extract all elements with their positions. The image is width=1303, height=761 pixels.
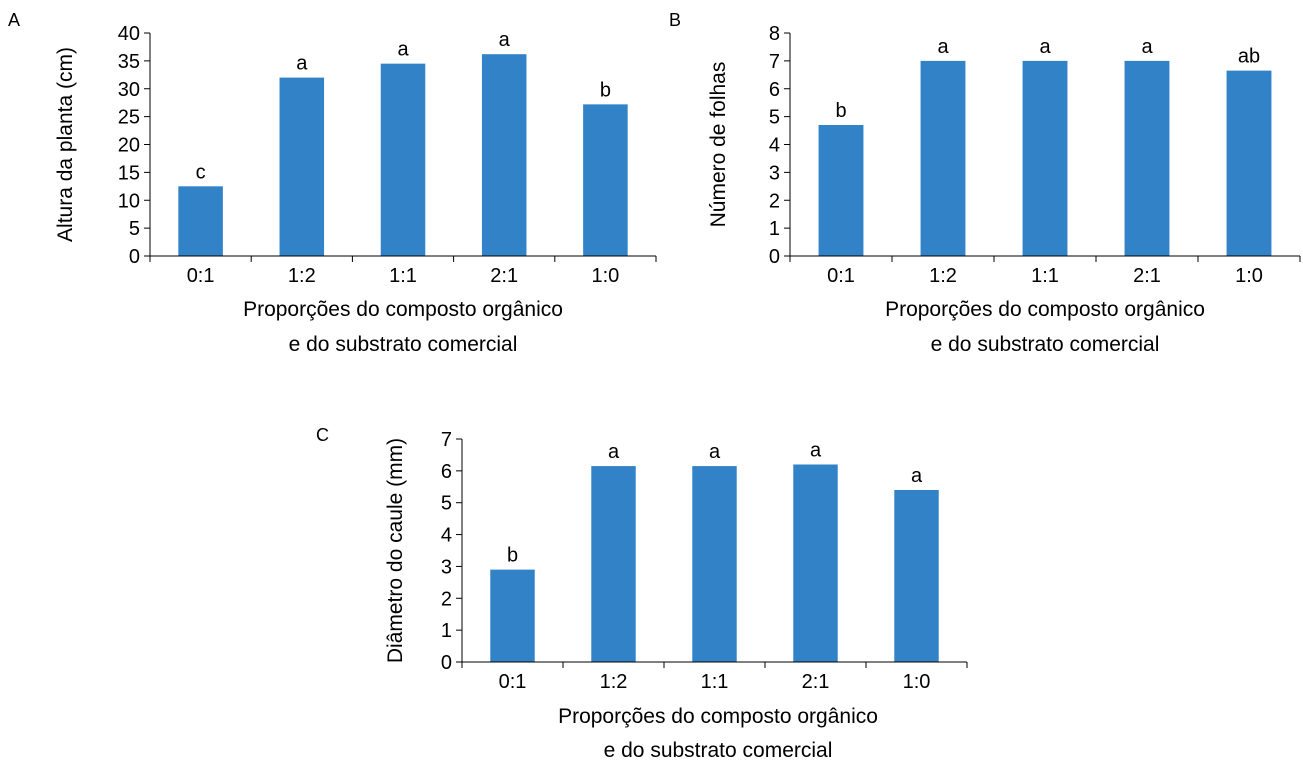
panel-c-bar bbox=[793, 464, 838, 662]
panel-b-y-tick-label: 3 bbox=[769, 162, 780, 184]
panel-b-x-axis-title-line: Proporções do composto orgânico bbox=[885, 298, 1205, 321]
panel-b-x-tick-label: 1:2 bbox=[929, 265, 957, 287]
panel-a-x-tick-label: 1:2 bbox=[288, 265, 316, 287]
panel-a-bar bbox=[279, 77, 325, 256]
panel-a-y-tick-label: 30 bbox=[118, 79, 140, 101]
panel-c-letter: C bbox=[316, 425, 329, 445]
panel-b-letter: B bbox=[669, 10, 681, 30]
panel-c-bar bbox=[692, 466, 737, 662]
panel-a-bar bbox=[178, 186, 223, 256]
panel-a-y-tick-label: 15 bbox=[118, 162, 140, 184]
panel-b-significance-label: b bbox=[835, 100, 846, 122]
panel-b-y-tick-label: 7 bbox=[769, 51, 780, 73]
panel-b-bar bbox=[818, 124, 864, 256]
panel-b-bar bbox=[1124, 60, 1170, 256]
panel-b-y-tick-label: 2 bbox=[769, 190, 780, 212]
panel-b-x-tick-label: 1:1 bbox=[1031, 265, 1059, 287]
panel-b-y-tick-label: 1 bbox=[769, 218, 780, 240]
panel-c-x-axis-title-line: Proporções do composto orgânico bbox=[558, 705, 878, 728]
panel-b-x-tick-label: 2:1 bbox=[1133, 265, 1161, 287]
panel-a-y-tick-label: 0 bbox=[129, 246, 140, 268]
panel-c-y-tick-label: 6 bbox=[441, 461, 452, 483]
panel-a-significance-label: a bbox=[397, 39, 409, 61]
panel-a-x-axis-title-line: Proporções do composto orgânico bbox=[243, 298, 563, 321]
panel-b-bar bbox=[1226, 70, 1272, 256]
panel-c-x-axis-title-line: e do substrato comercial bbox=[604, 739, 833, 761]
panel-b-significance-label: a bbox=[1039, 36, 1051, 58]
panel-c-significance-label: a bbox=[709, 441, 721, 463]
panel-c-significance-label: a bbox=[608, 441, 620, 463]
panel-b-y-tick-label: 5 bbox=[769, 107, 780, 129]
panel-a-x-tick-label: 2:1 bbox=[490, 265, 518, 287]
panel-a-y-tick-label: 35 bbox=[118, 51, 140, 73]
panel-b-significance-label: a bbox=[937, 36, 949, 58]
panel-b-x-tick-label: 1:0 bbox=[1235, 265, 1263, 287]
panel-c-y-tick-label: 3 bbox=[441, 556, 452, 578]
panel-c-x-tick-label: 1:1 bbox=[701, 671, 729, 693]
panel-a-letter: A bbox=[8, 10, 20, 30]
panel-a-x-axis-title-line: e do substrato comercial bbox=[289, 333, 518, 356]
panel-c-y-tick-label: 1 bbox=[441, 620, 452, 642]
panel-a-significance-label: a bbox=[499, 29, 511, 51]
panel-c-significance-label: a bbox=[810, 439, 822, 461]
panel-b-y-tick-label: 6 bbox=[769, 79, 780, 101]
panel-b-significance-label: ab bbox=[1238, 46, 1260, 68]
panel-a-x-tick-label: 1:0 bbox=[591, 265, 619, 287]
panel-a-y-tick-label: 25 bbox=[118, 107, 140, 129]
panel-c-y-axis-title: Diâmetro do caule (mm) bbox=[384, 438, 407, 663]
panel-b-x-tick-label: 0:1 bbox=[827, 265, 855, 287]
panel-c-bar bbox=[490, 569, 535, 662]
panel-a-x-tick-label: 0:1 bbox=[187, 265, 215, 287]
panel-c-y-tick-label: 2 bbox=[441, 588, 452, 610]
panel-b-y-tick-label: 0 bbox=[769, 246, 780, 268]
panel-a-significance-label: c bbox=[196, 161, 206, 183]
panel-a-y-tick-label: 20 bbox=[118, 135, 140, 157]
panel-a-significance-label: b bbox=[600, 79, 611, 101]
panel-c-significance-label: b bbox=[507, 545, 518, 567]
panel-b-y-tick-label: 4 bbox=[769, 135, 780, 157]
panel-c-y-tick-label: 7 bbox=[441, 429, 452, 451]
panel-a-y-tick-label: 10 bbox=[118, 190, 140, 212]
panel-c-bar bbox=[894, 489, 939, 662]
panel-b-bar bbox=[920, 60, 966, 256]
panel-a-bar bbox=[380, 63, 426, 256]
panel-b-significance-label: a bbox=[1141, 36, 1153, 58]
panel-c-x-tick-label: 0:1 bbox=[499, 671, 527, 693]
panel-b-y-tick-label: 8 bbox=[769, 23, 780, 45]
panel-a-y-tick-label: 5 bbox=[129, 218, 140, 240]
panel-b-x-axis-title-line: e do substrato comercial bbox=[931, 333, 1160, 356]
panel-c-x-tick-label: 1:2 bbox=[600, 671, 628, 693]
panel-c-bar bbox=[591, 466, 636, 662]
panel-a-y-axis-title: Altura da planta (cm) bbox=[54, 47, 77, 242]
panel-b-y-axis-title: Número de folhas bbox=[707, 62, 730, 228]
panel-c-y-tick-label: 4 bbox=[441, 525, 452, 547]
panel-c-x-tick-label: 2:1 bbox=[802, 671, 830, 693]
panel-b-bar bbox=[1022, 60, 1068, 256]
panel-c-y-tick-label: 0 bbox=[441, 652, 452, 674]
panel-c-significance-label: a bbox=[911, 465, 923, 487]
panel-a-y-tick-label: 40 bbox=[118, 23, 140, 45]
panel-c-y-tick-label: 5 bbox=[441, 493, 452, 515]
panel-a-significance-label: a bbox=[296, 53, 308, 75]
panel-a-bar bbox=[583, 104, 628, 256]
panel-a-bar bbox=[481, 54, 527, 257]
panel-a-x-tick-label: 1:1 bbox=[389, 265, 417, 287]
panel-c-x-tick-label: 1:0 bbox=[903, 671, 931, 693]
